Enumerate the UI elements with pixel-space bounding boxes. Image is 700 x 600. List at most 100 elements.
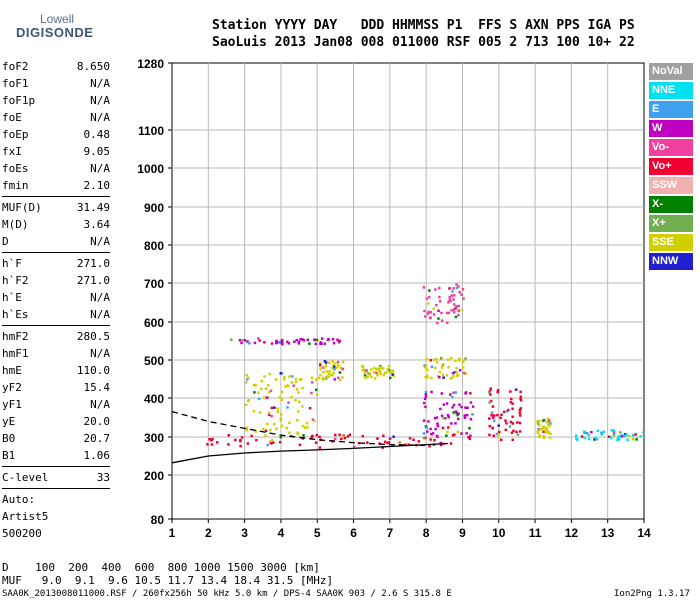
echo-point <box>447 358 450 361</box>
echo-point <box>612 431 616 434</box>
param-row: h`F 271.0 <box>2 255 110 272</box>
echo-point <box>324 361 328 364</box>
echo-point <box>322 371 325 374</box>
echo-point <box>288 421 291 424</box>
echo-point <box>319 365 322 368</box>
echo-point <box>432 313 436 316</box>
echo-point <box>324 377 327 381</box>
param-value: 0.48 <box>83 128 111 141</box>
echo-point <box>301 424 305 428</box>
legend-item-x: X- <box>649 196 693 213</box>
echo-point <box>594 436 597 439</box>
echo-point <box>463 416 467 419</box>
echo-point <box>548 436 552 439</box>
echo-point <box>435 357 438 361</box>
echo-point <box>302 434 305 437</box>
echo-point <box>267 413 271 417</box>
echo-point <box>518 408 522 412</box>
echo-point <box>423 364 426 367</box>
echo-point <box>499 438 503 442</box>
echo-point <box>623 434 627 438</box>
param-label: yF1 <box>2 398 22 411</box>
echo-point <box>373 377 377 380</box>
echo-point <box>426 302 430 305</box>
echo-point <box>341 360 345 364</box>
echo-point <box>433 358 436 362</box>
echo-point <box>449 393 452 396</box>
echo-point <box>429 427 432 431</box>
echo-point <box>241 338 244 342</box>
param-label: hmE <box>2 364 22 377</box>
echo-point <box>496 413 499 417</box>
param-label: yE <box>2 415 16 428</box>
echo-point <box>434 366 437 370</box>
echo-point <box>471 405 475 408</box>
param-label: MUF(D) <box>2 201 42 214</box>
echo-point <box>612 429 616 432</box>
echo-point <box>448 287 451 290</box>
echo-point <box>290 381 294 384</box>
echo-point <box>210 443 214 446</box>
echo-point <box>439 441 442 445</box>
echo-point <box>580 435 584 438</box>
echo-point <box>364 376 367 380</box>
echo-point <box>519 390 522 394</box>
echo-point <box>542 430 545 433</box>
echo-point <box>429 316 432 319</box>
echo-point <box>269 442 273 445</box>
echo-point <box>426 374 429 378</box>
echo-point <box>465 413 469 417</box>
echo-point <box>297 340 301 344</box>
echo-point <box>588 437 591 441</box>
echo-point <box>446 321 449 324</box>
echo-point <box>454 410 458 413</box>
echo-point <box>489 387 492 390</box>
logo-lowell: Lowell <box>40 12 75 26</box>
echo-point <box>490 411 494 414</box>
echo-point <box>370 375 373 379</box>
param-value: 2.10 <box>83 179 111 192</box>
echo-point <box>536 430 540 433</box>
param-row: foF1p N/A <box>2 92 110 109</box>
echo-point <box>538 419 541 423</box>
param-row: hmF1 N/A <box>2 345 110 362</box>
echo-point <box>464 392 467 395</box>
y-tick-label: 1000 <box>137 162 164 176</box>
echo-point <box>625 433 628 436</box>
echo-point <box>516 421 519 424</box>
echo-point <box>518 421 522 425</box>
echo-point <box>424 405 427 409</box>
echo-point <box>488 401 491 404</box>
echo-point <box>465 432 468 435</box>
echo-point <box>290 396 293 399</box>
echo-point <box>575 434 578 437</box>
echo-point <box>503 410 506 414</box>
legend-item-nnw: NNW <box>649 253 693 270</box>
echo-point <box>257 337 260 340</box>
echo-point <box>387 364 391 368</box>
echo-point <box>445 402 449 405</box>
echo-point <box>227 434 230 437</box>
param-value: 271.0 <box>76 274 110 287</box>
echo-point <box>275 339 278 343</box>
param-row: h`Es N/A <box>2 306 110 323</box>
echo-point <box>334 361 337 365</box>
param-label: foF1p <box>2 94 36 107</box>
echo-point <box>385 371 388 374</box>
echo-point <box>543 436 546 440</box>
x-tick-label: 8 <box>423 526 430 540</box>
echo-point <box>514 388 518 391</box>
echo-point <box>518 411 522 414</box>
echo-point <box>278 340 281 344</box>
echo-point <box>417 440 421 443</box>
param-label: fmin <box>2 179 29 192</box>
echo-point <box>610 429 613 432</box>
echo-point <box>308 342 311 345</box>
echo-point <box>424 390 428 394</box>
echo-point <box>448 298 451 301</box>
echo-point <box>245 426 249 430</box>
echo-point <box>294 377 298 381</box>
param-label: fxI <box>2 145 22 158</box>
echo-point <box>442 376 445 379</box>
